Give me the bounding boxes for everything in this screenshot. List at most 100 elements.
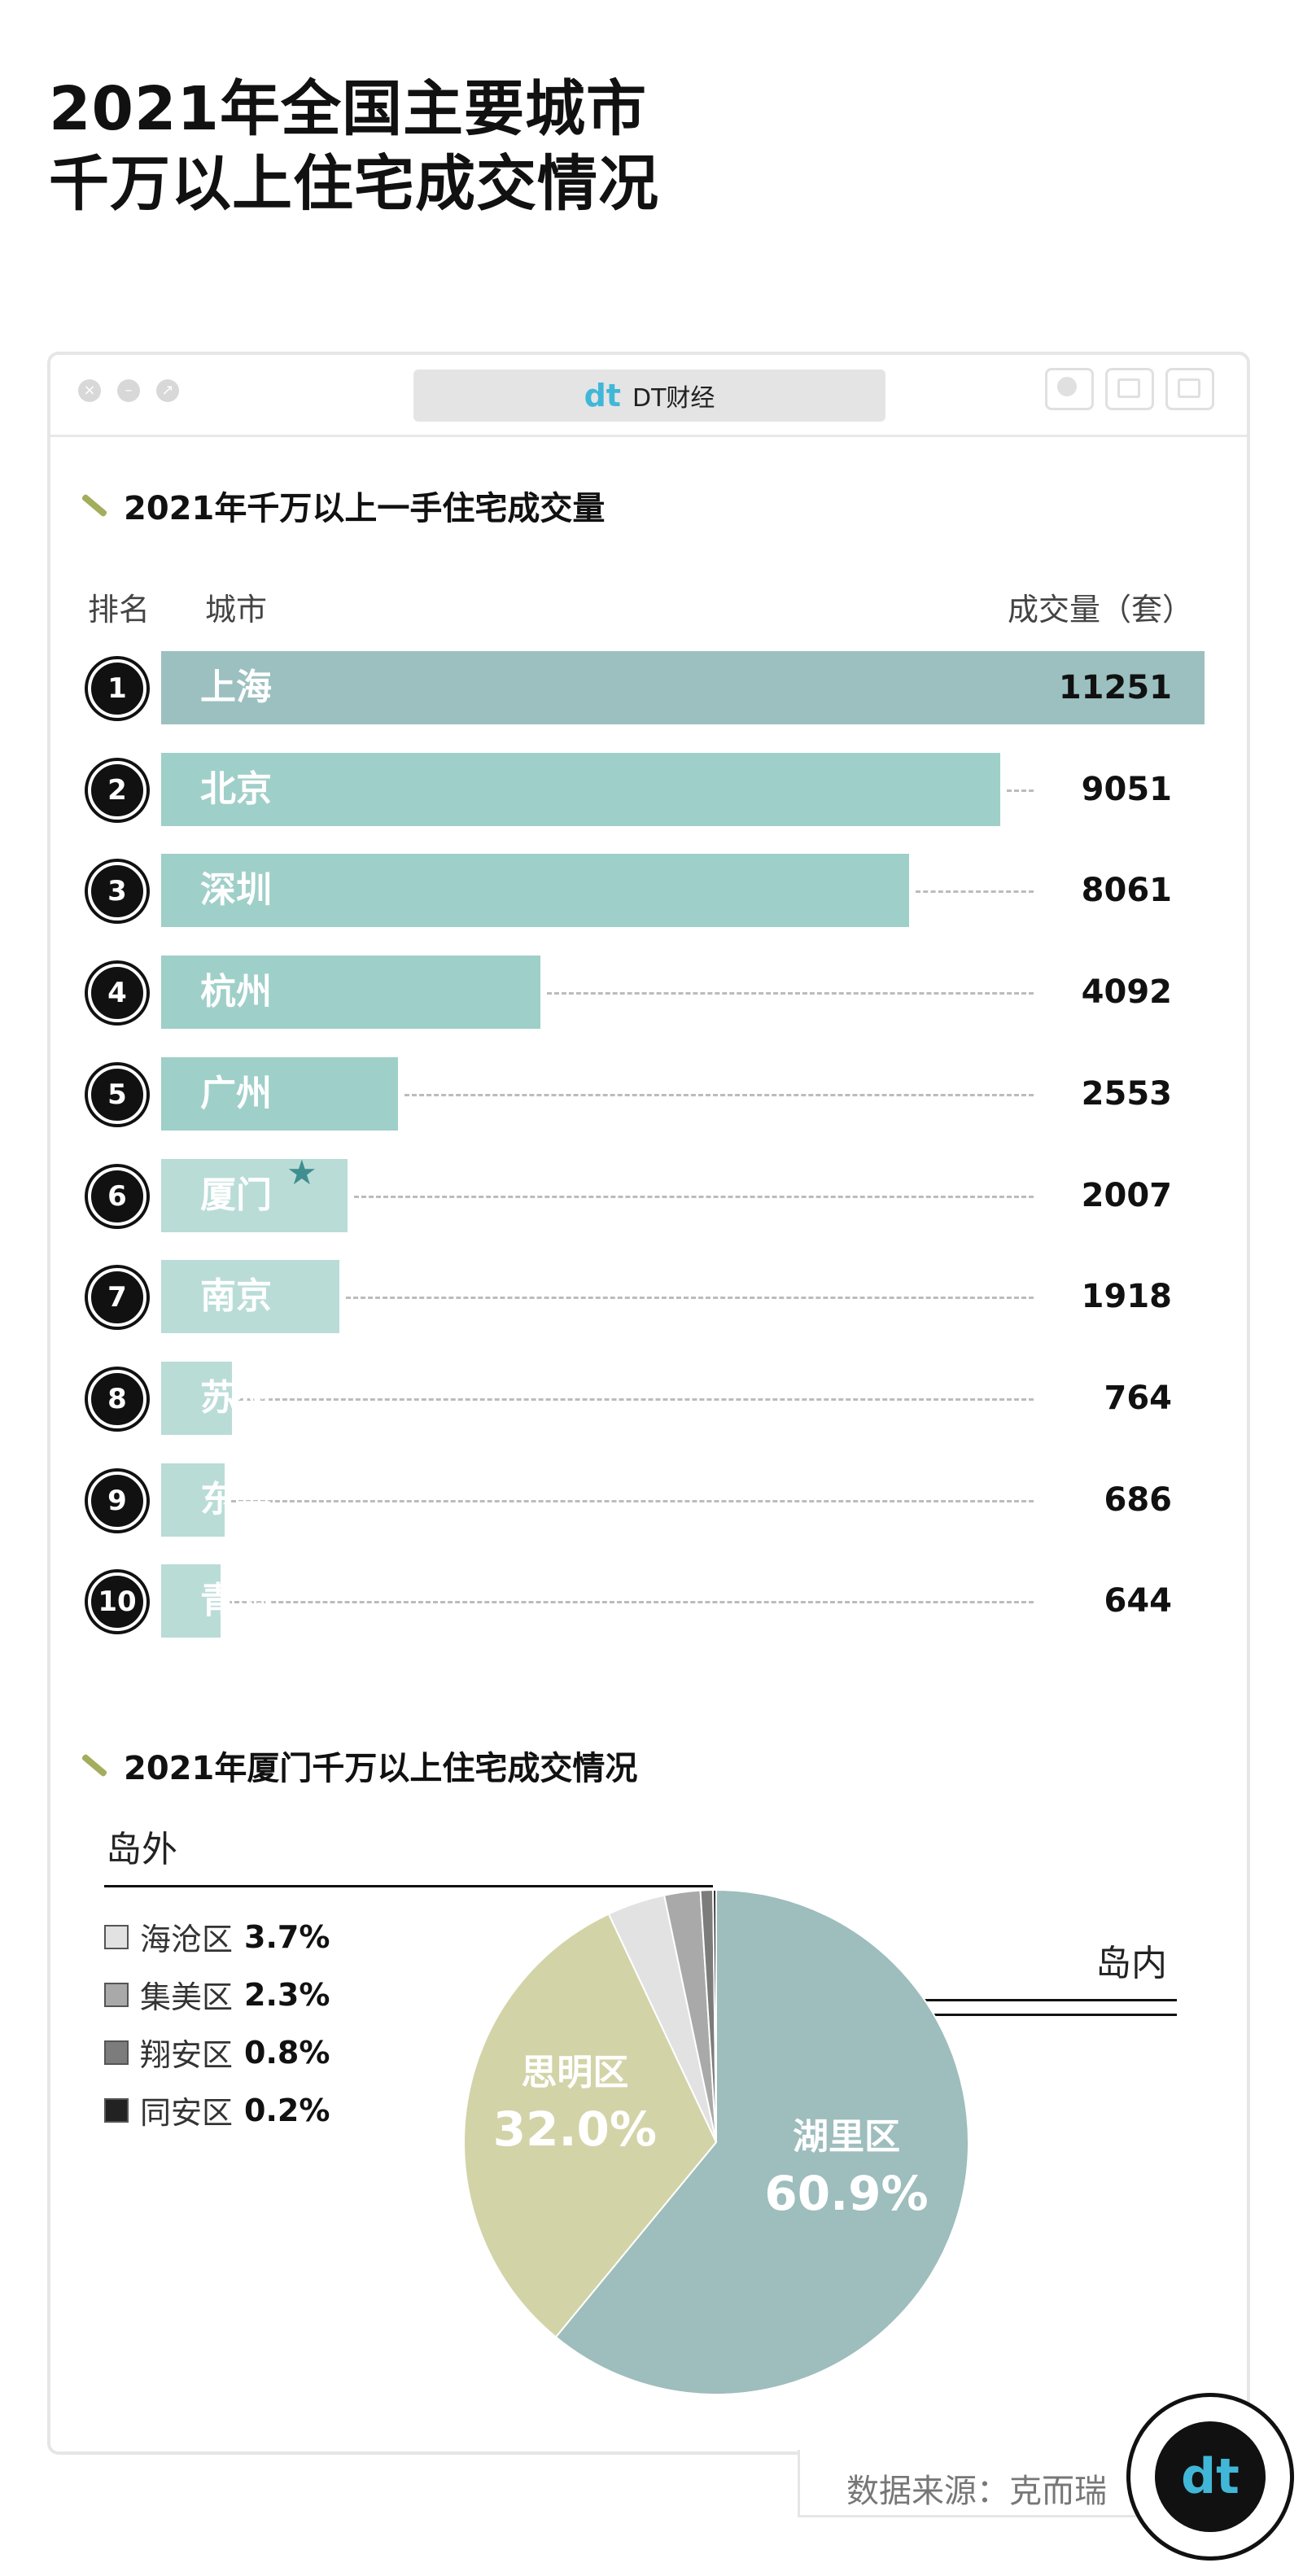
value-label: 686 bbox=[1104, 1481, 1173, 1519]
section-mark-icon bbox=[81, 1753, 108, 1778]
pie-section-title-text: 2021年厦门千万以上住宅成交情况 bbox=[124, 1750, 638, 1787]
legend-name: 海沧区 bbox=[140, 1922, 234, 1957]
value-label: 764 bbox=[1104, 1380, 1173, 1417]
city-label: 广州 bbox=[200, 1073, 272, 1114]
close-icon[interactable]: × bbox=[78, 379, 101, 402]
bar bbox=[161, 753, 1000, 826]
leader-line bbox=[916, 890, 1034, 893]
data-source: 数据来源：克而瑞 bbox=[846, 2473, 1107, 2510]
legend-item: 翔安区 0.8% bbox=[104, 2030, 330, 2075]
record-icon bbox=[1057, 377, 1077, 396]
legend-name: 同安区 bbox=[140, 2095, 234, 2131]
tabs-icon bbox=[1178, 378, 1200, 398]
dt-badge[interactable]: dt bbox=[1126, 2393, 1294, 2561]
value-label: 1918 bbox=[1081, 1278, 1172, 1315]
share-icon bbox=[1117, 378, 1140, 398]
rank-badge: 6 bbox=[88, 1167, 146, 1226]
value-label: 9051 bbox=[1081, 771, 1172, 808]
city-label: 北京 bbox=[200, 768, 272, 810]
city-label: 东莞 bbox=[200, 1479, 272, 1520]
city-label: 杭州 bbox=[200, 971, 272, 1012]
page-title-line1: 2021年全国主要城市 bbox=[49, 74, 647, 144]
bar-section-title-text: 2021年千万以上一手住宅成交量 bbox=[124, 490, 606, 527]
badge-logo-text: dt bbox=[1181, 2448, 1240, 2505]
section-mark-icon bbox=[81, 493, 108, 518]
pie-section-title: 2021年厦门千万以上住宅成交情况 bbox=[80, 1742, 637, 1789]
bar bbox=[161, 1057, 398, 1131]
pie-slice-value: 32.0% bbox=[492, 2101, 657, 2158]
page-title: 2021年全国主要城市 千万以上住宅成交情况 bbox=[49, 72, 659, 221]
value-label: 4092 bbox=[1081, 973, 1172, 1011]
city-label: 青岛 bbox=[200, 1580, 272, 1621]
value-label: 644 bbox=[1104, 1582, 1173, 1620]
legend-swatch bbox=[104, 2040, 129, 2065]
dt-logo-icon: dt bbox=[584, 378, 621, 413]
leader-line bbox=[238, 1398, 1034, 1401]
legend-value: 0.8% bbox=[244, 2034, 330, 2071]
leader-line bbox=[1007, 789, 1034, 792]
bar bbox=[161, 1362, 232, 1435]
island-outside-label: 岛外 bbox=[106, 1829, 177, 1870]
address-bar[interactable]: dt DT财经 bbox=[413, 370, 885, 422]
city-label: 上海 bbox=[200, 667, 272, 708]
bar bbox=[161, 651, 1205, 724]
rank-badge: 3 bbox=[88, 862, 146, 921]
leader-line bbox=[227, 1601, 1034, 1603]
rank-badge: 7 bbox=[88, 1268, 146, 1327]
legend-value: 0.2% bbox=[244, 2092, 330, 2128]
column-header-rank: 排名 bbox=[88, 592, 151, 628]
city-label: 厦门 bbox=[200, 1174, 272, 1216]
maximize-icon[interactable]: ↗ bbox=[156, 379, 179, 402]
star-icon: ★ bbox=[286, 1152, 317, 1192]
pie-slice bbox=[712, 1888, 717, 2143]
bar bbox=[161, 956, 540, 1029]
source-tab bbox=[798, 2450, 1161, 2517]
dt-logo-text: dt bbox=[584, 378, 621, 413]
city-label: 南京 bbox=[200, 1275, 272, 1317]
brand-name: DT财经 bbox=[632, 384, 715, 413]
legend-name: 集美区 bbox=[140, 1979, 234, 2015]
column-header-value: 成交量（套） bbox=[1008, 592, 1194, 628]
rank-badge: 9 bbox=[88, 1472, 146, 1530]
rank-badge: 5 bbox=[88, 1065, 146, 1124]
pie-slice-label: 湖里区 60.9% bbox=[741, 2107, 952, 2221]
legend-value: 3.7% bbox=[244, 1918, 330, 1955]
minimize-icon[interactable]: – bbox=[117, 379, 140, 402]
value-label: 8061 bbox=[1081, 872, 1172, 909]
value-label: 2007 bbox=[1081, 1177, 1172, 1214]
rank-badge: 10 bbox=[88, 1572, 146, 1631]
city-label: 深圳 bbox=[200, 869, 272, 911]
rank-badge: 2 bbox=[88, 761, 146, 820]
leader-line bbox=[346, 1297, 1034, 1299]
rank-badge: 8 bbox=[88, 1370, 146, 1428]
pie-slice-name: 思明区 bbox=[521, 2052, 629, 2094]
tabs-button[interactable] bbox=[1165, 368, 1214, 410]
pie-chart bbox=[463, 1888, 969, 2395]
bar bbox=[161, 1260, 339, 1333]
leader-line bbox=[231, 1500, 1034, 1502]
pie-slice-name: 湖里区 bbox=[793, 2116, 901, 2158]
pie-slice bbox=[554, 1888, 969, 2395]
legend-name: 翔安区 bbox=[140, 2037, 234, 2073]
pie-slice-label: 思明区 32.0% bbox=[469, 2043, 680, 2157]
legend-swatch bbox=[104, 2097, 129, 2123]
window-titlebar: × – ↗ dt DT财经 bbox=[50, 355, 1247, 437]
page-title-line2: 千万以上住宅成交情况 bbox=[49, 149, 659, 219]
record-button[interactable] bbox=[1045, 368, 1094, 410]
dt-badge-icon: dt bbox=[1155, 2421, 1266, 2532]
value-label: 11251 bbox=[1058, 669, 1172, 706]
legend-value: 2.3% bbox=[244, 1976, 330, 2013]
legend-item: 集美区 2.3% bbox=[104, 1972, 330, 2017]
city-label: 苏州 bbox=[200, 1377, 272, 1419]
column-header-city: 城市 bbox=[205, 592, 268, 628]
island-outside-line bbox=[104, 1885, 713, 1887]
rank-badge: 1 bbox=[88, 659, 146, 718]
bar-section-title: 2021年千万以上一手住宅成交量 bbox=[80, 482, 605, 529]
share-button[interactable] bbox=[1105, 368, 1154, 410]
bar bbox=[161, 1159, 348, 1232]
pie-slice-value: 60.9% bbox=[764, 2166, 929, 2222]
bar bbox=[161, 1564, 221, 1638]
legend-swatch bbox=[104, 1924, 129, 1949]
island-inside-line-2 bbox=[874, 2014, 1177, 2016]
pie-slice bbox=[463, 1913, 718, 2338]
